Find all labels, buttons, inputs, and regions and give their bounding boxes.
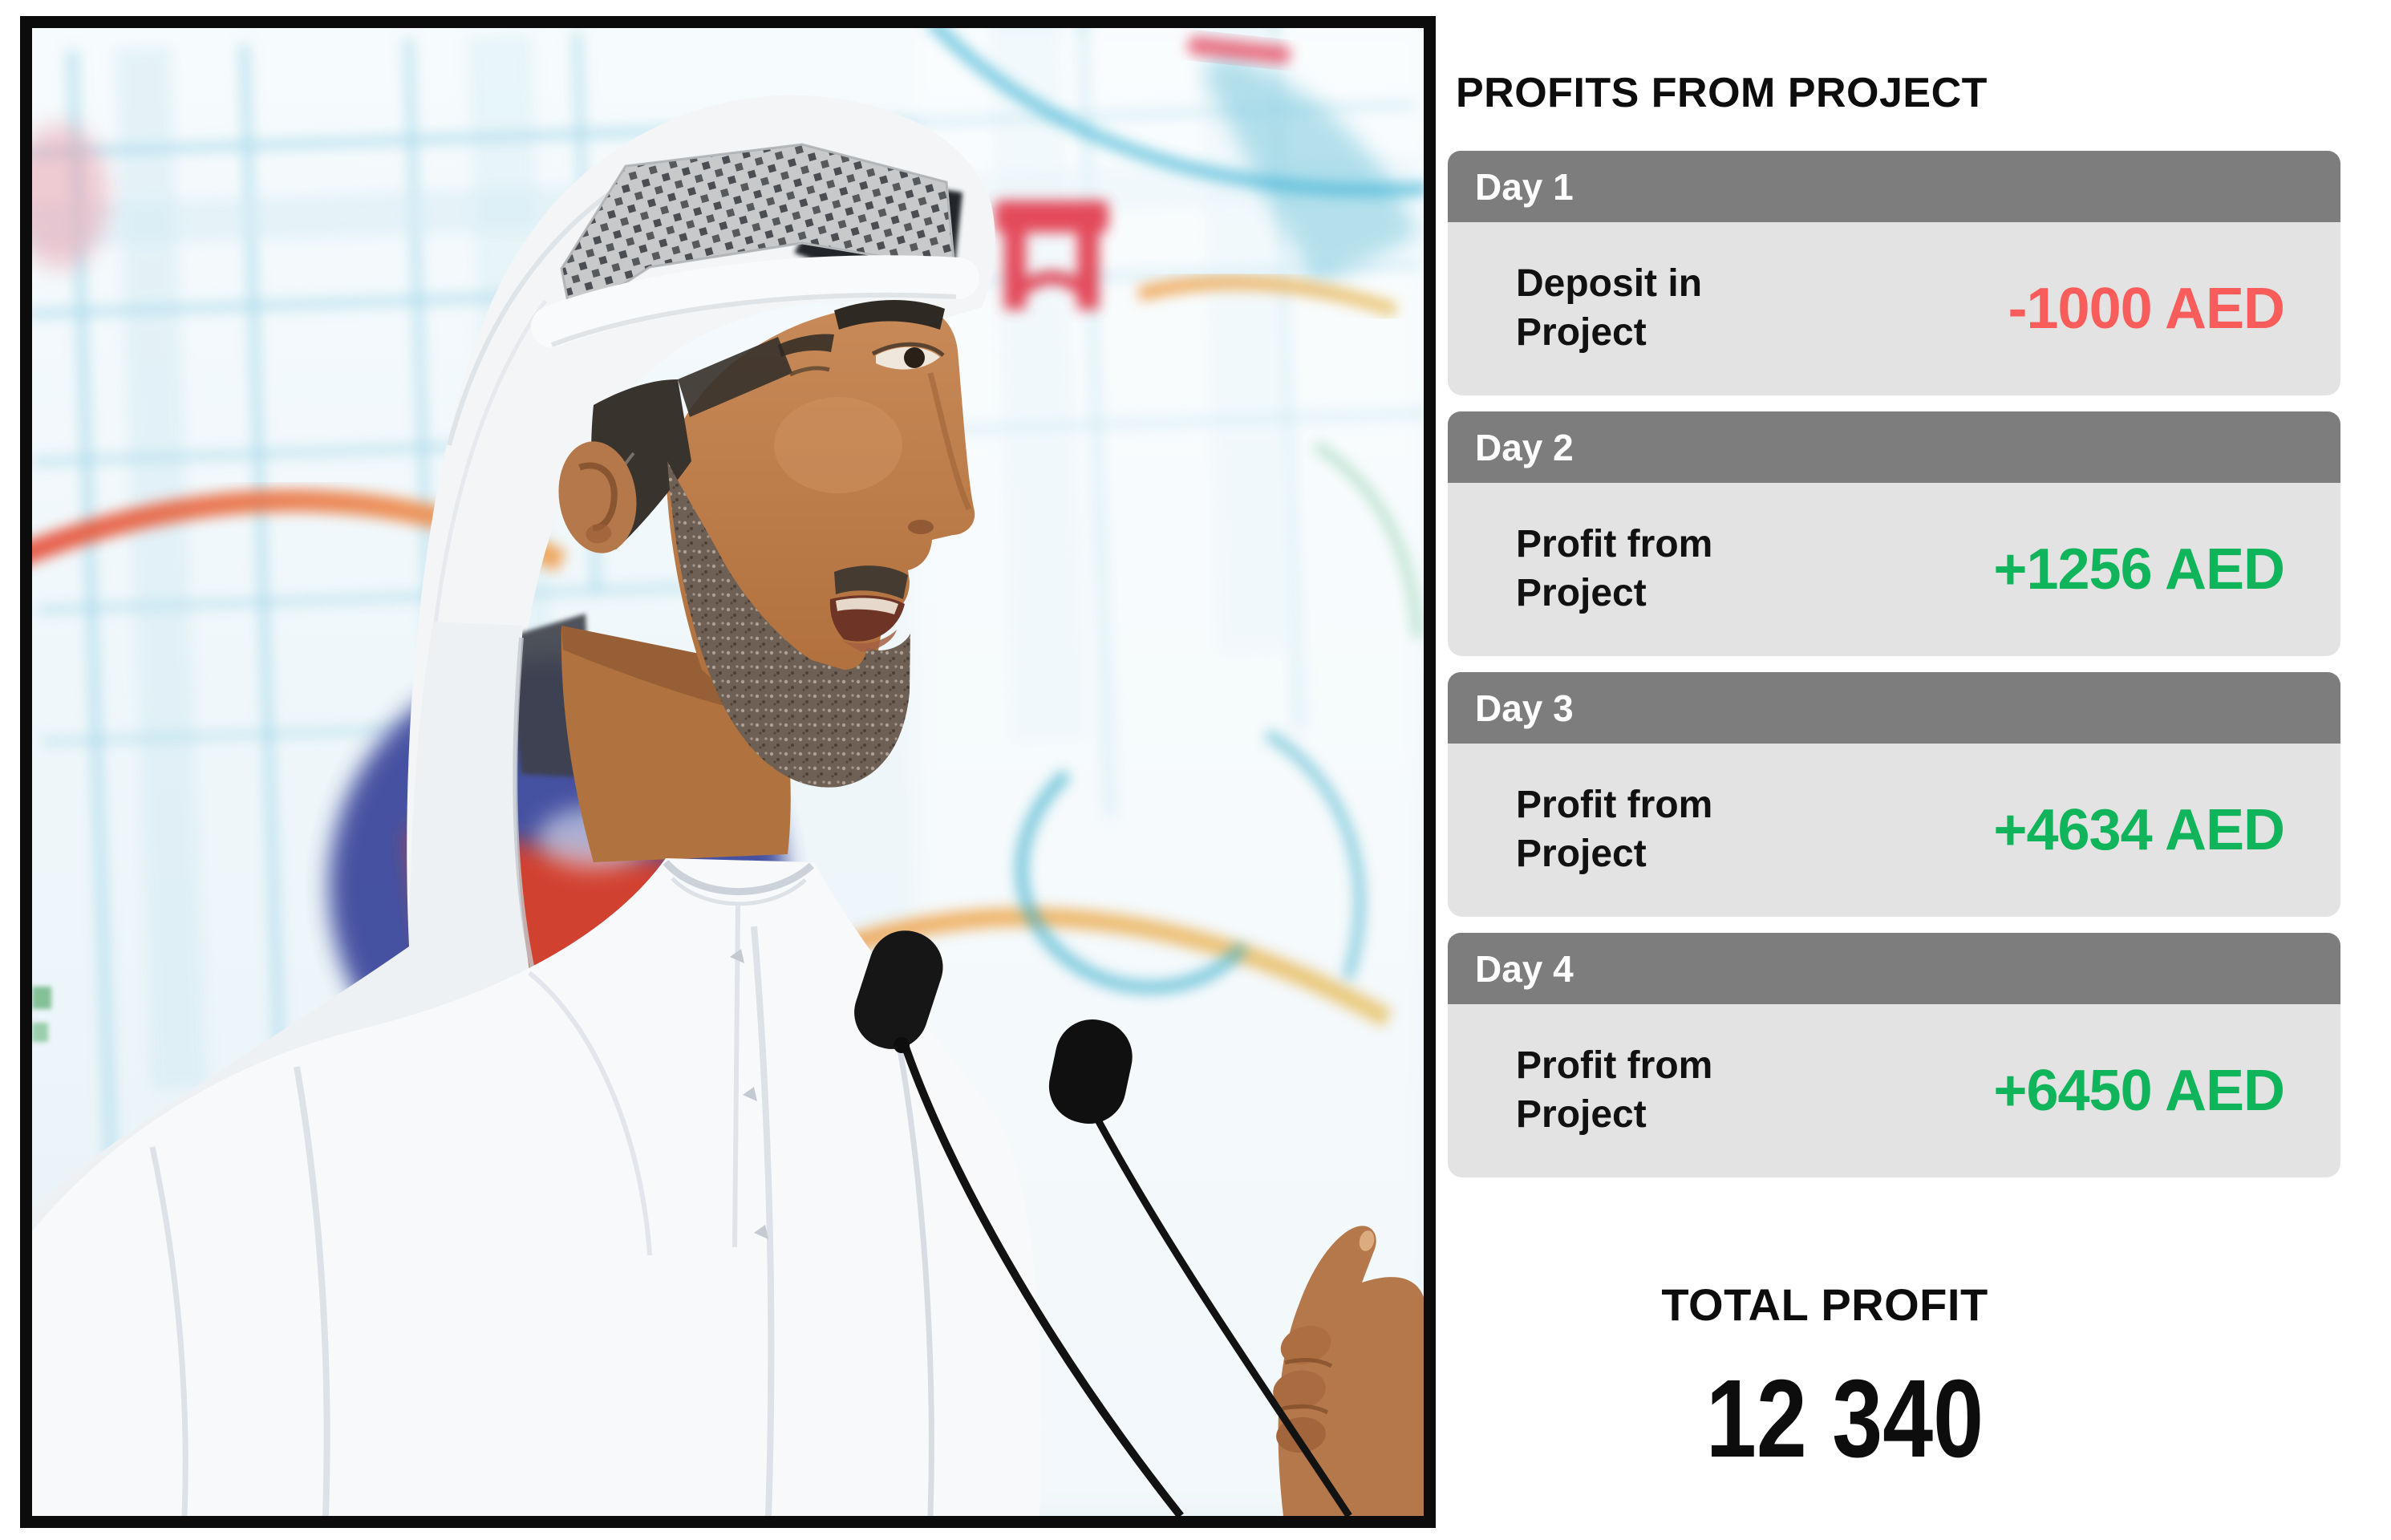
pink-blob	[32, 124, 108, 269]
cheek-highlight	[774, 397, 902, 493]
day-card-1-description: Deposit in Project	[1516, 262, 1703, 354]
lower-lip	[842, 630, 897, 652]
ghutra-fold-line	[447, 170, 643, 446]
far-eye-line	[788, 366, 830, 377]
day-card-1-amount: -1000 AED	[2008, 277, 2285, 341]
teal-blob-top-right	[1203, 52, 1420, 285]
eyebrow	[834, 299, 945, 330]
finger-1	[1280, 1325, 1331, 1365]
day-card-1-label: Day 1	[1475, 165, 1574, 208]
temple-hair	[678, 337, 792, 417]
eye	[788, 342, 945, 377]
day-card-1-body: Deposit in Project -1000 AED	[1448, 222, 2340, 395]
total-profit-value: 12 340	[1705, 1357, 1984, 1481]
day-card-3-description: Profit from Project	[1516, 784, 1713, 875]
placket	[732, 905, 740, 1248]
green-dash-2	[32, 1023, 48, 1042]
red-streak-top-right	[1187, 35, 1291, 65]
day-card-3-label: Day 3	[1475, 687, 1574, 729]
nose-bridge	[927, 372, 972, 511]
day-card-2-header: Day 2	[1448, 411, 2340, 483]
day-card-3-header: Day 3	[1448, 672, 2340, 744]
day-card-2-body: Profit from Project +1256 AED	[1448, 483, 2340, 656]
red-frame-shape	[929, 201, 1108, 310]
teal-arc-right	[1264, 729, 1365, 980]
day-card-2-amount: +1256 AED	[1993, 537, 2285, 602]
teeth	[836, 598, 898, 614]
day-card-3: Day 3 Profit from Project +4634 AED	[1448, 672, 2340, 917]
mic-stand-2	[1092, 1113, 1352, 1516]
robe-buttons	[730, 949, 768, 1239]
mustache	[834, 565, 908, 599]
day-card-4-label: Day 4	[1475, 947, 1574, 990]
hand	[1273, 1226, 1424, 1516]
day-card-4-amount: +6450 AED	[1993, 1059, 2285, 1123]
green-dash-1	[32, 987, 51, 1009]
day-card-2-label: Day 2	[1475, 426, 1574, 468]
day-card-1-header: Day 1	[1448, 151, 2340, 222]
day-card-2: Day 2 Profit from Project +1256 AED	[1448, 411, 2340, 656]
ghutra-brim-edge	[550, 292, 957, 347]
mic-head-2	[1048, 1019, 1133, 1124]
mic-head-1	[854, 930, 943, 1049]
beard-speckle	[667, 461, 910, 788]
green-arc-right	[1312, 440, 1423, 638]
speaker-photo-illustration	[32, 28, 1424, 1516]
collar	[663, 859, 814, 896]
microphone-2	[1048, 1019, 1352, 1516]
kandura-robe	[32, 858, 1042, 1516]
day-card-3-body: Profit from Project +4634 AED	[1448, 744, 2340, 917]
ghutra-brim	[531, 255, 979, 347]
teal-curve-top	[929, 28, 1424, 197]
day-card-4-description: Profit from Project	[1516, 1044, 1713, 1136]
day-card-3-amount: +4634 AED	[1993, 798, 2285, 862]
total-profit-label: TOTAL PROFIT	[1661, 1279, 1988, 1330]
speaker-figure	[32, 95, 1424, 1516]
nostril	[908, 520, 934, 534]
day-card-4-body: Profit from Project +6450 AED	[1448, 1004, 2340, 1177]
thumb-nail	[1359, 1230, 1375, 1251]
mic-stand-1	[899, 1039, 1184, 1516]
robe-creases	[149, 926, 934, 1516]
day-card-2-description: Profit from Project	[1516, 523, 1713, 614]
finger-2	[1273, 1370, 1326, 1410]
microphone-1	[854, 930, 1184, 1516]
far-eyebrow	[778, 334, 834, 357]
drape-edge-line	[513, 637, 540, 991]
day-card-4-header: Day 4	[1448, 933, 2340, 1004]
speaker-photo-frame	[20, 16, 1436, 1528]
collar-inner	[671, 877, 807, 906]
teal-curl-right	[1015, 769, 1249, 995]
panel-title: PROFITS FROM PROJECT	[1456, 70, 1988, 116]
day-card-1: Day 1 Deposit in Project -1000 AED	[1448, 151, 2340, 395]
ear	[558, 441, 637, 553]
mesh-band-shade	[561, 144, 954, 318]
orange-arc-right	[1137, 275, 1398, 318]
day-card-4: Day 4 Profit from Project +6450 AED	[1448, 933, 2340, 1177]
